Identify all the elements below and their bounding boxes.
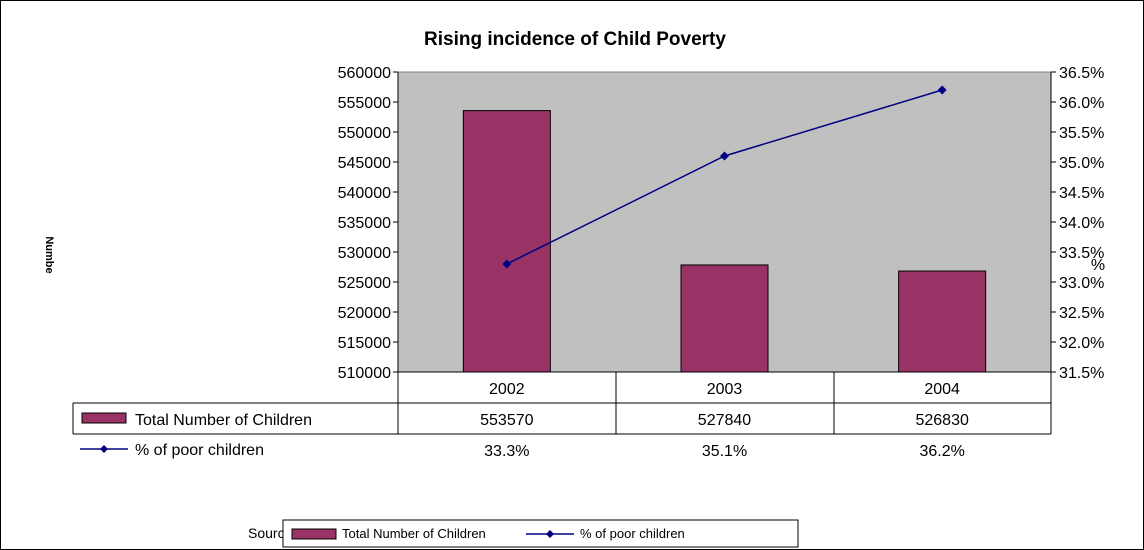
y2-tick-label: 36.5% xyxy=(1059,65,1104,82)
y-axis-title: Numbe xyxy=(43,236,55,273)
y2-tick-label: 34.5% xyxy=(1059,185,1104,202)
bar-2004 xyxy=(898,270,987,373)
y2-tick-label: 35.5% xyxy=(1059,125,1104,142)
table-value-children-2004: 526830 xyxy=(915,412,968,429)
y2-tick-label: 32.5% xyxy=(1059,305,1104,322)
y-tick-label: 525000 xyxy=(338,275,391,292)
bar-2002 xyxy=(462,110,551,373)
table-row-label-percent: % of poor children xyxy=(135,442,264,459)
y-tick-label: 530000 xyxy=(338,245,391,262)
y2-tick-label: 31.5% xyxy=(1059,365,1104,382)
table-value-percent-2002: 33.3% xyxy=(484,443,529,460)
table-key-marker xyxy=(100,445,108,453)
y-tick-label: 515000 xyxy=(338,335,391,352)
table-category-2002: 2002 xyxy=(489,381,525,398)
y-tick-label: 545000 xyxy=(338,155,391,172)
y-tick-label: 520000 xyxy=(338,305,391,322)
y-tick-label: 560000 xyxy=(338,65,391,82)
table-row-label-children: Total Number of Children xyxy=(135,412,312,429)
y-tick-label: 510000 xyxy=(338,365,391,382)
point-2003 xyxy=(720,151,729,161)
bar-2003 xyxy=(680,264,769,373)
y2-axis-title: % xyxy=(1091,257,1105,274)
data-table xyxy=(72,371,1052,435)
table-key-bar xyxy=(81,412,127,424)
point-2002 xyxy=(502,259,512,269)
legend-key-marker xyxy=(546,530,554,538)
y2-tick-label: 32.0% xyxy=(1059,335,1104,352)
table-value-percent-2004: 36.2% xyxy=(919,443,964,460)
legend-label-percent: % of poor children xyxy=(580,526,685,541)
y-tick-label: 555000 xyxy=(338,95,391,112)
legend-key-bar xyxy=(291,528,337,540)
legend-label-children: Total Number of Children xyxy=(342,526,486,541)
y2-tick-label: 33.0% xyxy=(1059,275,1104,292)
y2-tick-label: 35.0% xyxy=(1059,155,1104,172)
chart-title: Rising incidence of Child Poverty xyxy=(424,29,726,50)
source-text: Sourc xyxy=(248,525,285,541)
y-tick-label: 535000 xyxy=(338,215,391,232)
y2-tick-label: 34.0% xyxy=(1059,215,1104,232)
y-tick-label: 540000 xyxy=(338,185,391,202)
table-value-children-2003: 527840 xyxy=(698,412,751,429)
table-category-2004: 2004 xyxy=(924,381,960,398)
y-tick-label: 550000 xyxy=(338,125,391,142)
y2-tick-label: 33.5% xyxy=(1059,245,1104,262)
table-value-percent-2003: 35.1% xyxy=(702,443,747,460)
point-2004 xyxy=(937,85,947,95)
table-category-2003: 2003 xyxy=(707,381,743,398)
y2-tick-label: 36.0% xyxy=(1059,95,1104,112)
table-value-children-2002: 553570 xyxy=(480,412,533,429)
